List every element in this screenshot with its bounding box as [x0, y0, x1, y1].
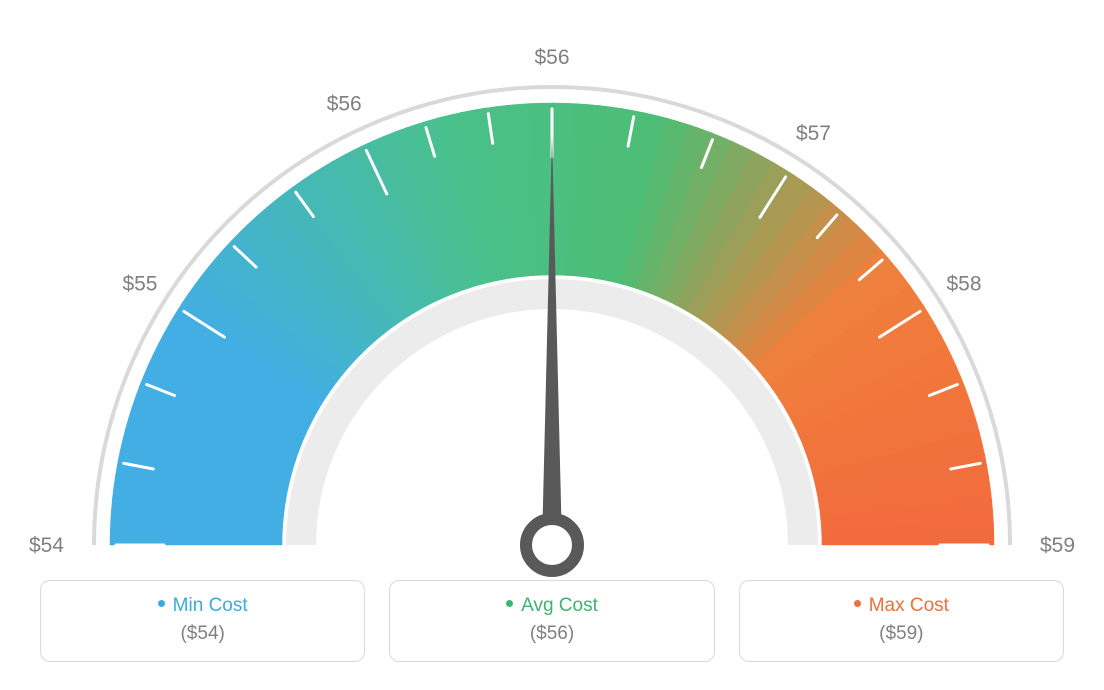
legend-dot-icon: [854, 600, 861, 607]
legend-label-text: Max Cost: [869, 595, 949, 616]
legend-value: ($54): [51, 623, 354, 645]
gauge-tick-label: $56: [534, 46, 569, 69]
legend-label-text: Min Cost: [173, 595, 248, 616]
gauge-chart: $54 $55 $56 $56 $57 $58 $59: [0, 0, 1104, 580]
legend-card: Min Cost ($54): [40, 580, 365, 662]
legend-label: Max Cost: [750, 595, 1053, 617]
legend-label: Min Cost: [51, 595, 354, 617]
legend-value: ($56): [400, 623, 703, 645]
gauge-tick-label: $54: [29, 534, 64, 557]
legend-label-text: Avg Cost: [521, 595, 598, 616]
legend-dot-icon: [506, 600, 513, 607]
gauge-tick-label: $56: [327, 92, 362, 115]
legend-label: Avg Cost: [400, 595, 703, 617]
legend-row: Min Cost ($54) Avg Cost ($56) Max Cost ($59): [0, 580, 1104, 682]
gauge-tick-label: $55: [122, 273, 157, 296]
gauge-tick-label: $57: [796, 122, 831, 145]
legend-value: ($59): [750, 623, 1053, 645]
legend-card: Avg Cost ($56): [389, 580, 714, 662]
legend-card: Max Cost ($59): [739, 580, 1064, 662]
gauge-hub: [526, 519, 578, 571]
gauge-tick-label: $58: [947, 273, 982, 296]
legend-dot-icon: [158, 600, 165, 607]
gauge-svg: $54 $55 $56 $56 $57 $58 $59: [0, 0, 1104, 580]
gauge-tick-label: $59: [1040, 534, 1075, 557]
